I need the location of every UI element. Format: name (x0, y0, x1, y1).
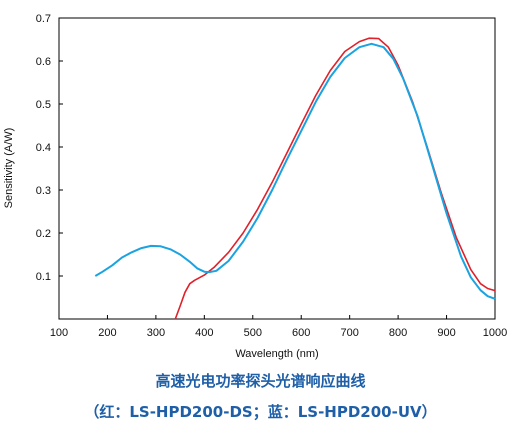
y-tick-label: 0.2 (36, 228, 51, 240)
series-line-1 (94, 42, 496, 300)
plot-frame (58, 17, 496, 320)
x-tick-label: 300 (147, 327, 165, 339)
y-tick-label: 0.6 (36, 56, 51, 68)
x-tick-label: 1000 (483, 327, 507, 339)
series-line-0 (174, 37, 496, 320)
series-lines (94, 37, 496, 320)
x-tick-label: 700 (340, 327, 358, 339)
x-tick-label: 200 (98, 327, 116, 339)
y-tick-label: 0.3 (36, 185, 51, 197)
y-axis-label: Sensitivity (A/W) (3, 128, 15, 209)
spectral-response-chart: 100 200 300 400 500 600 700 800 900 1000 0.10.20.… (3, 13, 507, 360)
y-axis-ticks: 0.1 0.2 0.3 0.4 0.5 0.6 0.7 (36, 13, 63, 283)
x-tick-label: 500 (244, 327, 262, 339)
y-tick-label: 0.5 (36, 99, 51, 111)
x-tick-label: 900 (437, 327, 455, 339)
x-tick-label: 100 (50, 327, 68, 339)
x-axis-label: Wavelength (nm) (235, 348, 318, 360)
x-tick-label: 400 (195, 327, 213, 339)
x-tick-label: 600 (292, 327, 310, 339)
x-axis-ticks: 100 200 300 400 500 600 700 800 900 1000 (50, 315, 507, 339)
y-tick-label: 0.1 (36, 271, 51, 283)
chart-caption-title: 高速光电功率探头光谱响应曲线 (155, 372, 366, 390)
y-tick-label: 0.4 (36, 142, 51, 154)
x-tick-label: 800 (389, 327, 407, 339)
y-tick-label: 0.7 (36, 13, 51, 25)
chart-caption-legend: （红：LS-HPD200-DS；蓝：LS-HPD200-UV） (84, 403, 437, 421)
